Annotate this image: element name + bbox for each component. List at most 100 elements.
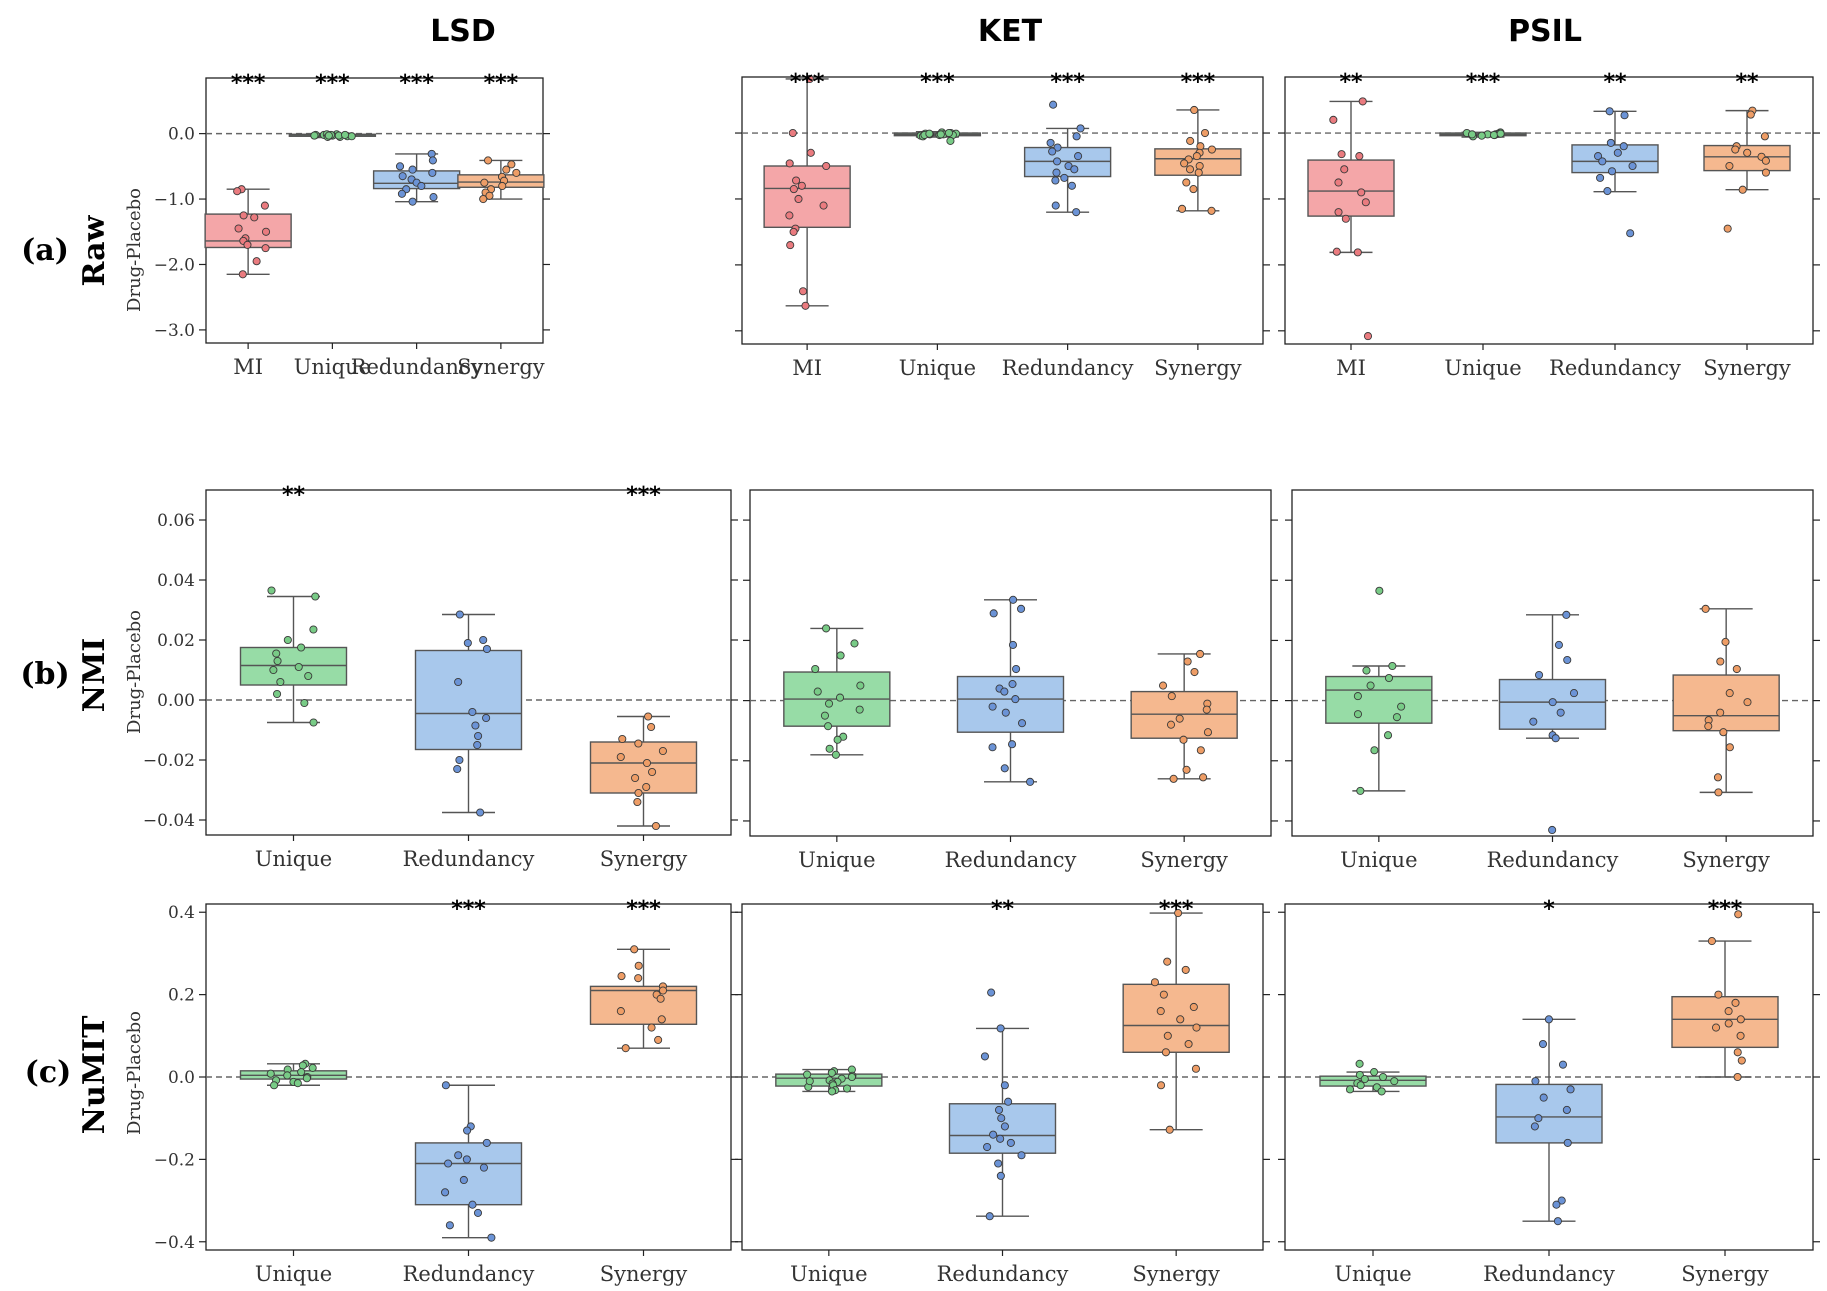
data-point [1736,1015,1745,1024]
data-point [1628,161,1637,171]
data-point [1724,1007,1733,1016]
data-point [1179,735,1188,744]
data-point [1554,640,1563,649]
data-point [1048,147,1057,156]
ytick-label: −0.02 [143,751,195,771]
data-point [261,244,270,253]
data-point [1558,1060,1568,1069]
data-point [805,1077,814,1086]
data-point [1714,990,1723,999]
data-point [309,625,318,634]
data-point [250,213,259,222]
data-point [1000,764,1009,773]
data-point [468,1200,477,1209]
xtick-label-redundancy: Redundancy [351,355,483,379]
data-point [1357,188,1366,197]
significance-marker: ** [1735,70,1759,95]
xtick-label-synergy: Synergy [457,355,545,379]
box-iqr [1307,159,1395,217]
data-point [789,185,798,194]
data-point [473,740,482,750]
data-point [616,1007,625,1016]
panel-nmi-lsd: 0.06 0.04 0.02 0.00 −0.02 −0.04 Unique ** Redund… [143,483,738,871]
data-point [1548,698,1557,707]
row-tag-b: (b) [20,657,69,692]
data-point [294,662,303,672]
data-point [1358,97,1367,106]
box-iqr [1325,675,1433,724]
row-name-numit: NuMIT [77,1015,112,1134]
xtick-label-unique: Unique [255,1262,332,1286]
data-point [441,1081,450,1090]
data-point [827,1087,837,1096]
data-point [1468,130,1477,139]
data-point [1736,1031,1745,1040]
data-point [302,1074,311,1083]
data-point [1182,765,1191,774]
ytick-label: −0.2 [154,1150,195,1170]
data-point [1070,165,1079,174]
data-point [1392,713,1401,722]
ytick-label: 0.00 [157,691,195,711]
data-point [1165,1125,1174,1134]
data-point [1053,157,1062,166]
significance-marker: *** [399,71,434,96]
xtick-label-redundancy: Redundancy [1487,848,1619,872]
data-point [1195,161,1204,171]
data-point [1353,710,1363,719]
data-point [267,586,276,595]
data-point [445,1221,454,1230]
significance-marker: *** [1181,70,1216,95]
xtick-label-unique: Unique [899,356,976,380]
data-point [1076,124,1085,133]
data-point [618,734,627,744]
data-point [1556,708,1565,717]
xtick-label-redundancy: Redundancy [945,848,1077,872]
box-mi [204,185,292,279]
data-point [1166,720,1176,729]
panel-numit-psil: Unique Redundancy * Synergy *** [1278,897,1820,1286]
data-point [482,1138,491,1147]
data-point [1725,689,1734,698]
box-unique [775,1065,883,1096]
data-point [1701,604,1710,613]
data-point [1731,998,1740,1007]
box-synergy [589,712,698,831]
data-point [1202,705,1211,714]
data-point [1737,1056,1746,1065]
data-point [944,128,953,138]
data-point [987,988,996,997]
box-iqr [414,1142,523,1206]
data-point [1008,640,1018,649]
data-point [473,1208,483,1217]
box-synergy [1672,604,1780,797]
data-point [631,773,640,783]
col-title-ket: KET [978,14,1043,49]
data-point [454,1151,463,1160]
data-point [836,651,845,660]
data-point [1196,142,1205,151]
data-point [455,755,464,765]
data-point [1189,1002,1198,1012]
data-point [1378,1072,1388,1082]
data-point [298,1061,307,1070]
data-point [1356,1081,1365,1090]
data-point [266,1069,275,1078]
data-point [642,758,652,768]
col-title-psil: PSIL [1508,14,1582,49]
box-synergy [1122,909,1230,1134]
panel-frame [741,76,1264,345]
xtick-label-unique: Unique [294,355,371,379]
significance-marker: *** [451,897,486,922]
data-point [1053,143,1062,152]
data-point [822,624,831,633]
data-point [487,1233,496,1242]
data-point [1355,1059,1364,1068]
data-point [994,1159,1003,1168]
data-point [283,1071,292,1080]
data-point [480,178,489,187]
box-iqr [1703,144,1791,172]
data-point [1196,746,1205,755]
box-iqr [763,165,851,229]
ytick-label: −3.0 [154,321,195,341]
